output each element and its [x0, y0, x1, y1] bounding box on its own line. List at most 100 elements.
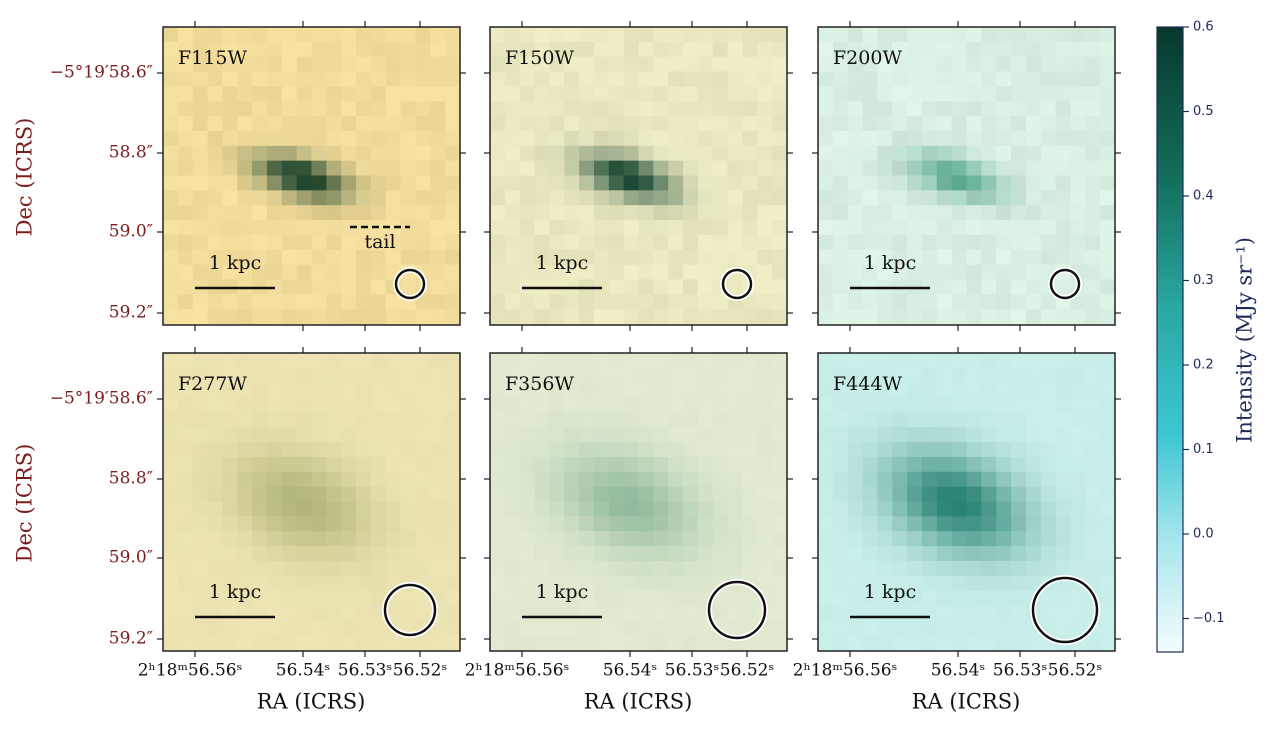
- pixel: [222, 205, 238, 221]
- pixel: [727, 620, 744, 636]
- pixel: [445, 353, 461, 369]
- pixel: [490, 190, 506, 206]
- pixel: [727, 279, 744, 295]
- pixel: [370, 279, 387, 295]
- pixel: [818, 145, 834, 162]
- pixel: [981, 546, 997, 562]
- pixel: [1100, 353, 1116, 369]
- pixel: [638, 546, 654, 562]
- pixel: [311, 620, 327, 636]
- pixel: [237, 427, 253, 443]
- pixel: [847, 382, 864, 399]
- pixel: [237, 86, 253, 102]
- pixel: [281, 486, 298, 503]
- pixel: [163, 249, 179, 266]
- pixel: [177, 531, 194, 547]
- pixel: [892, 605, 908, 621]
- pixel: [549, 264, 565, 281]
- pixel: [1100, 175, 1116, 191]
- pixel: [907, 220, 923, 236]
- pixel: [936, 620, 953, 636]
- pixel: [579, 234, 595, 251]
- pixel: [623, 309, 640, 325]
- pixel: [207, 427, 223, 443]
- pixel: [981, 130, 997, 147]
- pixel: [237, 27, 253, 43]
- pixel: [653, 367, 669, 384]
- pixel: [1055, 175, 1072, 191]
- pixel: [192, 590, 209, 607]
- pixel: [192, 205, 209, 221]
- pixel: [668, 427, 684, 443]
- pixel: [370, 264, 387, 281]
- pixel: [549, 367, 565, 384]
- pixel: [534, 27, 550, 43]
- pixel: [385, 546, 402, 562]
- pixel: [623, 56, 640, 73]
- pixel: [1055, 130, 1072, 147]
- pixel: [742, 101, 758, 117]
- pixel: [1085, 101, 1101, 117]
- pixel: [490, 546, 506, 562]
- pixel: [772, 205, 788, 221]
- pixel: [311, 234, 327, 251]
- pixel: [177, 560, 194, 577]
- pixel: [163, 382, 179, 399]
- pixel: [579, 531, 595, 547]
- pixel: [638, 516, 654, 532]
- pixel: [579, 101, 595, 117]
- pixel: [400, 486, 417, 503]
- pixel: [564, 116, 580, 132]
- pixel: [237, 456, 253, 473]
- pixel: [504, 130, 521, 147]
- pixel: [951, 471, 968, 488]
- pixel: [163, 471, 179, 488]
- pixel: [341, 56, 357, 73]
- pixel: [430, 516, 446, 532]
- pixel: [847, 86, 864, 102]
- pixel: [490, 249, 506, 266]
- pixel: [177, 234, 194, 251]
- pixel: [772, 605, 788, 621]
- pixel: [504, 145, 521, 162]
- pixel: [668, 442, 684, 458]
- pixel: [222, 71, 238, 87]
- pixel: [757, 249, 773, 266]
- pixel: [996, 442, 1012, 458]
- pixel: [818, 264, 834, 281]
- pixel: [742, 471, 758, 488]
- pixel: [385, 309, 402, 325]
- pixel: [252, 471, 268, 488]
- pixel: [370, 294, 387, 310]
- pixel: [490, 205, 506, 221]
- pixel: [936, 116, 953, 132]
- scale-label: 1 kpc: [864, 252, 916, 274]
- pixel: [281, 427, 298, 443]
- pixel: [400, 145, 417, 162]
- pixel: [356, 86, 372, 102]
- pixel: [430, 234, 446, 251]
- pixel: [1025, 190, 1042, 206]
- pixel: [1100, 560, 1116, 577]
- panel: [163, 353, 461, 651]
- pixel: [593, 220, 610, 236]
- pixel: [697, 294, 714, 310]
- pixel: [742, 397, 758, 413]
- pixel: [847, 130, 864, 147]
- pixel: [907, 234, 923, 251]
- pixel: [356, 27, 372, 43]
- pixel: [832, 353, 849, 369]
- pixel: [504, 234, 521, 251]
- pixel: [1040, 605, 1057, 621]
- pixel: [341, 309, 357, 325]
- pixel: [996, 501, 1012, 517]
- pixel: [1025, 249, 1042, 266]
- pixel: [370, 205, 387, 221]
- pixel: [981, 367, 997, 384]
- pixel: [1085, 516, 1101, 532]
- pixel: [564, 234, 580, 251]
- pixel: [296, 486, 313, 503]
- pixel: [415, 205, 431, 221]
- pixel: [712, 412, 729, 428]
- pixel: [623, 27, 640, 43]
